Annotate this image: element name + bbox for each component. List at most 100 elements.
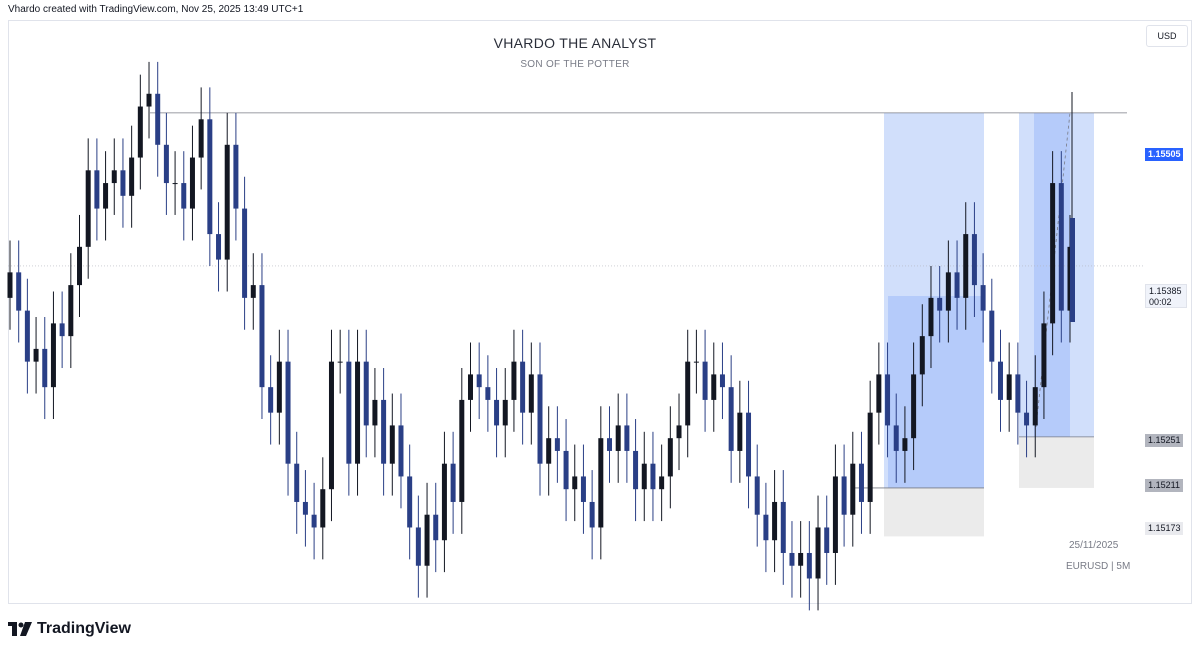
candle-body [1024,412,1030,426]
candle-body [893,425,899,451]
candle-body [945,272,951,311]
candle-body [276,361,282,413]
candle-body [502,399,508,426]
candle-body [589,501,595,528]
candle-body [467,374,473,400]
candle-body [77,246,83,286]
candle-body [572,476,578,490]
chart-attribution: Vhardo created with TradingView.com, Nov… [8,4,304,15]
candle-body [641,463,647,490]
candle-body [50,323,56,388]
candle-body [885,374,891,426]
candle-body [563,450,569,490]
candle-body [633,450,639,490]
candle-body [554,438,560,451]
candle-body [537,374,543,464]
candle-body [685,361,691,426]
candle-body [1050,183,1056,324]
footer-brand-label: TradingView [37,620,131,637]
candle-body [989,310,995,362]
candle-body [702,361,708,400]
candle-body [24,310,30,362]
candle-body [737,412,743,451]
candle-body [954,272,960,298]
last-price-value: 1.15385 [1149,286,1182,296]
chart-subtitle: SON OF THE POTTER [520,59,630,70]
candle-body [398,425,404,477]
candle-body [328,361,334,490]
candle-body [607,438,613,451]
candle-body [59,323,65,337]
candle-body [858,463,864,502]
candle-body [876,374,882,413]
candle-body [372,399,378,426]
candle-body [363,361,369,426]
candle-body [189,157,195,209]
candle-body [155,93,161,145]
price-label-high: 1.15505 [1145,148,1183,161]
candle-body [511,361,517,400]
footer-brand[interactable]: TradingView [8,620,131,638]
chart-title: VHARDO THE ANALYST [493,35,657,51]
candle-body [798,552,804,566]
candle-body [528,374,534,413]
candle-body [911,374,917,439]
candle-body [1058,183,1064,311]
candle-body [598,438,604,528]
currency-button[interactable]: USD [1146,25,1188,47]
candle-body [120,170,126,196]
long-position-entry-zone [888,296,984,488]
candle-body [832,476,838,553]
candle-body [676,425,682,439]
candle-body [16,272,22,311]
tradingview-logo-icon [8,622,32,636]
candle-body [33,348,39,362]
candle-body [997,361,1003,400]
symbol-label: EURUSD | 5M [1066,561,1131,572]
candle-body [85,170,91,247]
candle-body [815,527,821,579]
candle-body [963,234,969,298]
candle-body [233,144,239,209]
candle-body [163,144,169,184]
candle-body [433,514,439,541]
candle-body [68,285,74,337]
candle-body [242,208,248,298]
candle-body [441,463,447,541]
candle-body [207,119,213,235]
candle-body [216,234,222,260]
candle-body [806,552,812,579]
candle-body [841,476,847,515]
candle-body [971,234,977,286]
candlestick-series [7,61,1075,611]
candle-body [450,463,456,502]
candle-body [42,348,48,388]
stop-loss-zone [884,487,984,537]
candle-body [1015,374,1021,413]
price-label-level-2: 1.15211 [1145,479,1183,492]
candle-body [311,514,317,528]
candle-body [459,399,465,502]
candle-body [919,336,925,375]
candle-body [137,106,143,158]
countdown-value: 00:02 [1149,297,1172,307]
second-stop-zone [1019,436,1094,488]
candle-body [294,463,300,502]
candle-body [789,552,795,566]
candle-body [346,361,352,464]
date-label: 25/11/2025 [1069,540,1119,551]
candle-body [711,374,717,400]
candle-body [772,501,778,541]
candle-body [937,297,943,311]
candle-body [1070,218,1075,322]
candle-body [146,93,152,107]
candle-body [624,425,630,451]
candle-body [103,183,109,209]
candle-body [728,387,734,451]
candle-body [285,361,291,464]
candle-body [780,501,786,553]
candle-body [693,361,699,363]
candle-body [615,425,621,451]
candle-body [719,374,725,388]
